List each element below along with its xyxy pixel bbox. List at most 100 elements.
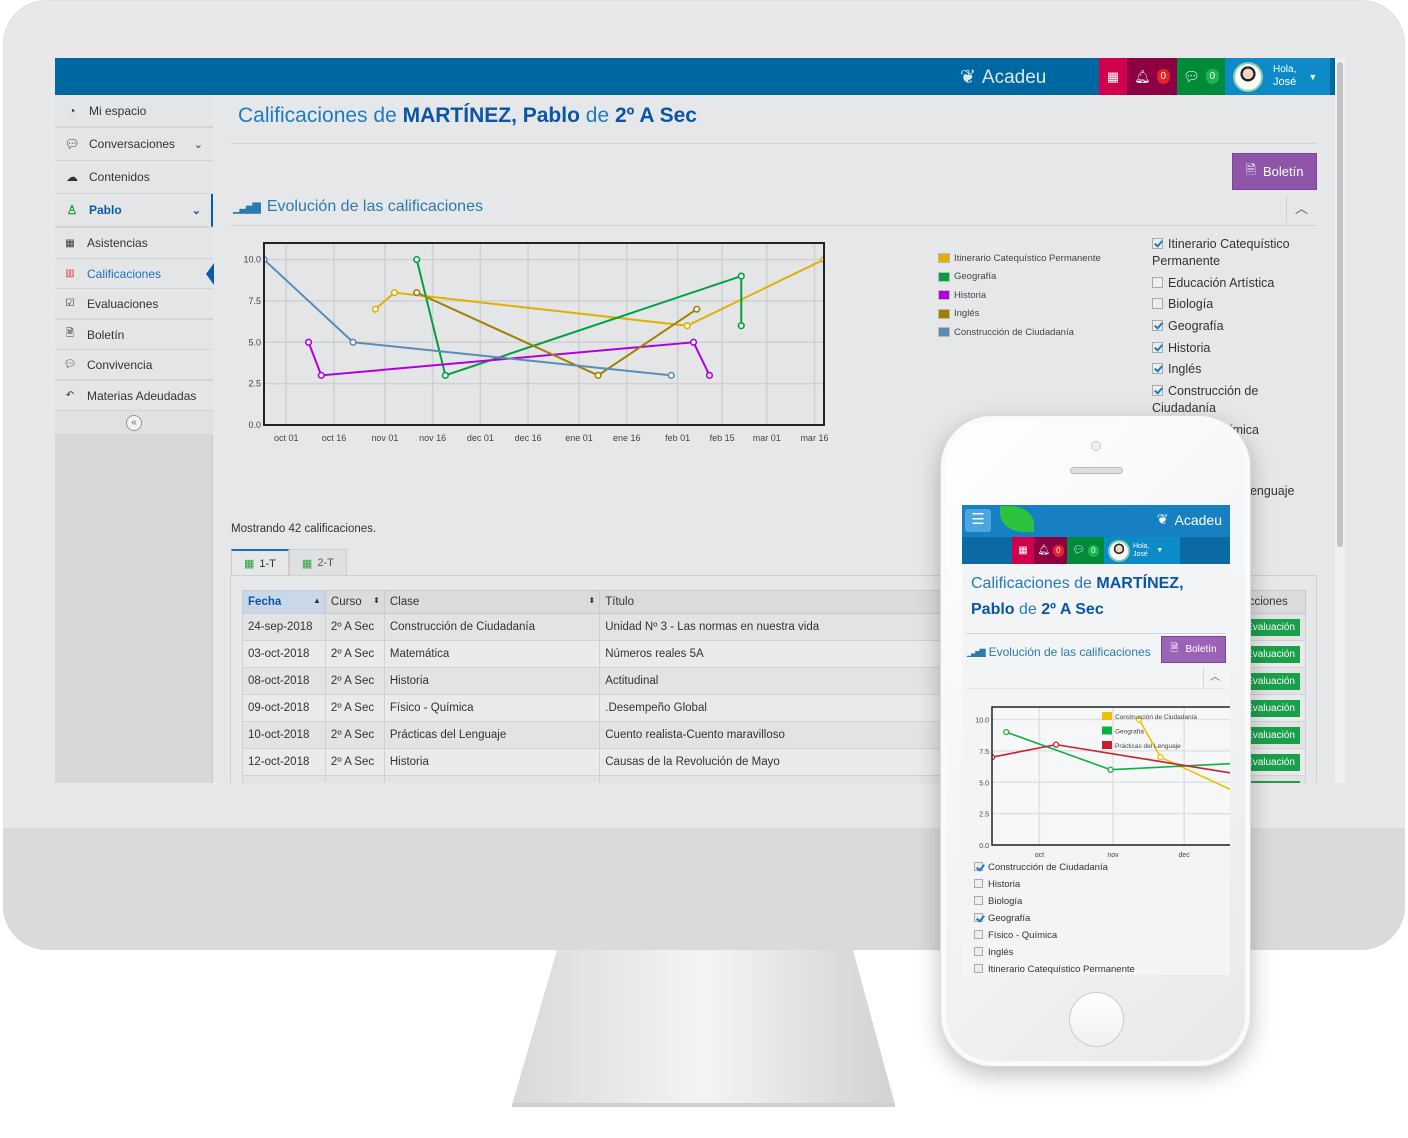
data-point[interactable] xyxy=(1052,741,1060,748)
filter-checkbox-item[interactable]: Biología xyxy=(974,893,1135,910)
user-menu[interactable]: Hola, José ▼ xyxy=(1225,58,1330,95)
sidebar-item-conversaciones[interactable]: 💬︎ Conversaciones ⌄ xyxy=(55,128,213,161)
calendar-button[interactable]: ▦ xyxy=(1099,58,1127,95)
filter-checkbox-item[interactable]: Historia xyxy=(1152,340,1322,357)
messages-badge: 0 xyxy=(1205,69,1219,84)
boletin-button[interactable]: 🗎︎ Boletín xyxy=(1232,153,1317,190)
evaluacion-button[interactable]: Evaluación xyxy=(1241,726,1300,744)
checkbox[interactable] xyxy=(974,913,983,922)
filter-checkbox-item[interactable]: Geografía xyxy=(1152,318,1322,335)
sidebar-item-materias-adeudadas[interactable]: ↶ Materias Adeudadas xyxy=(55,381,213,411)
data-point[interactable] xyxy=(737,322,745,330)
page-scrollbar[interactable] xyxy=(1335,58,1345,783)
boletin-button[interactable]: 🗎︎ Boletín xyxy=(1161,636,1226,663)
filter-checkbox-item[interactable]: Físico - Química xyxy=(974,927,1135,944)
messages-button[interactable]: 💬︎ 0 xyxy=(1067,537,1104,564)
column-header-2[interactable]: Clase ⬍ xyxy=(383,590,601,614)
data-point[interactable] xyxy=(737,272,745,280)
collapse-chevron-up-icon[interactable]: ︿ xyxy=(1295,201,1309,216)
filter-checkbox-item[interactable]: Inglés xyxy=(1152,361,1322,378)
evaluacion-button[interactable]: Evaluación xyxy=(1241,699,1300,717)
data-point[interactable] xyxy=(413,289,421,297)
sidebar-item-label: Materias Adeudadas xyxy=(87,388,197,403)
column-header-1[interactable]: Curso ⬍ xyxy=(324,590,385,614)
app-logo[interactable]: ❦ Acadeu xyxy=(960,66,1047,89)
page-title: Calificaciones de MARTÍNEZ, Pablo de 2º … xyxy=(971,575,1184,618)
evaluacion-button[interactable]: Evaluación xyxy=(1241,618,1300,636)
table-row[interactable]: Evaluación xyxy=(242,775,1306,783)
filter-checkbox-item[interactable]: Itinerario Catequístico Permanente xyxy=(1152,237,1290,268)
evaluacion-button[interactable]: Evaluación xyxy=(1241,753,1300,771)
evaluacion-button[interactable]: Evaluación xyxy=(1241,780,1300,783)
checkbox[interactable] xyxy=(1152,385,1163,397)
app-logo[interactable]: ❦ Acadeu xyxy=(1156,511,1222,528)
data-point[interactable] xyxy=(683,322,691,330)
checkbox[interactable] xyxy=(974,879,983,888)
filter-checkbox-item[interactable]: Biología xyxy=(1152,296,1322,313)
notifications-button[interactable]: 🔔︎ 0 xyxy=(1127,58,1177,95)
results-count: Mostrando 42 calificaciones. xyxy=(231,523,377,535)
checkbox[interactable] xyxy=(974,896,983,905)
messages-button[interactable]: 💬︎ 0 xyxy=(1177,58,1225,95)
evaluacion-button[interactable]: Evaluación xyxy=(1241,672,1300,690)
legend-item: Prácticas del Lenguaje xyxy=(1115,743,1181,750)
sidebar-item-contenidos[interactable]: ☁ Contenidos xyxy=(55,161,213,194)
checkbox[interactable] xyxy=(1152,298,1163,310)
checkbox[interactable] xyxy=(1152,363,1163,375)
sidebar-item-pablo[interactable]: ♙ Pablo ⌄ xyxy=(55,194,213,227)
data-point[interactable] xyxy=(317,371,325,379)
checkbox[interactable] xyxy=(974,862,983,871)
column-header-4[interactable]: Acciones xyxy=(1235,590,1306,614)
sidebar-item-mi-espacio[interactable]: ◔ Mi espacio xyxy=(55,95,213,127)
evaluacion-button[interactable]: Evaluación xyxy=(1241,645,1300,663)
checkbox[interactable] xyxy=(1152,276,1163,288)
data-point[interactable] xyxy=(693,305,701,313)
data-point[interactable] xyxy=(371,305,379,313)
filter-checkbox-item[interactable]: Construcción de Ciudadanía xyxy=(1152,384,1259,416)
checkbox[interactable] xyxy=(1152,341,1163,353)
tab-2-t[interactable]: ▦ 2-T xyxy=(288,549,347,576)
calendar-button[interactable]: ▦ xyxy=(1012,537,1034,564)
scrollbar-thumb[interactable] xyxy=(1337,62,1343,547)
notifications-button[interactable]: 🔔︎ 0 xyxy=(1034,537,1067,564)
checkbox[interactable] xyxy=(1152,320,1163,332)
checkbox[interactable] xyxy=(1152,238,1163,249)
user-menu[interactable]: Hola, José ▼ xyxy=(1104,537,1180,564)
filter-checkbox-item[interactable]: Historia xyxy=(974,876,1135,893)
collapse-chevron-up-icon[interactable]: ︿ xyxy=(1210,672,1220,683)
data-point[interactable] xyxy=(667,371,675,379)
data-point[interactable] xyxy=(413,255,421,264)
sidebar-item-convivencia[interactable]: 💬︎ Convivencia xyxy=(55,350,213,380)
column-header-0[interactable]: Fecha ▲ xyxy=(242,590,326,614)
sidebar-item-calificaciones[interactable]: ▥ Calificaciones xyxy=(55,259,214,289)
data-point[interactable] xyxy=(390,289,399,297)
sidebar-item-boletín[interactable]: 🗎︎ Boletín xyxy=(55,320,213,350)
data-point[interactable] xyxy=(1003,728,1010,736)
filter-checkbox-item[interactable]: Inglés xyxy=(974,944,1135,961)
checkbox[interactable] xyxy=(974,947,983,956)
tab-1-t[interactable]: ▦ 1-T xyxy=(231,549,289,576)
phone-home-button[interactable] xyxy=(1069,992,1124,1047)
data-point[interactable] xyxy=(441,371,449,379)
sidebar-item-asistencias[interactable]: ▦ Asistencias xyxy=(55,228,213,259)
checkbox[interactable] xyxy=(974,964,983,973)
checkbox[interactable] xyxy=(974,930,983,939)
hamburger-menu-icon[interactable]: ☰ xyxy=(965,509,991,532)
filter-checkbox-item[interactable]: Geografía xyxy=(974,910,1135,927)
data-point[interactable] xyxy=(1157,754,1164,761)
section-title: ▁▃▅▇ Evolución de las calificaciones xyxy=(967,645,1151,659)
data-point[interactable] xyxy=(304,338,313,346)
data-point[interactable] xyxy=(1135,716,1143,723)
data-point[interactable] xyxy=(689,338,698,346)
filter-checkbox-item[interactable]: Construcción de Ciudadanía xyxy=(974,859,1135,876)
sidebar-collapse-button[interactable]: « xyxy=(55,411,213,435)
y-tick-label: 7.5 xyxy=(248,296,261,306)
filter-checkbox-item[interactable]: Educación Artística xyxy=(1152,275,1322,292)
data-point[interactable] xyxy=(594,371,602,379)
sidebar-item-evaluaciones[interactable]: ☑ Evaluaciones xyxy=(55,289,213,319)
data-point[interactable] xyxy=(349,338,357,346)
data-point[interactable] xyxy=(1107,766,1114,773)
filter-checkbox-item[interactable]: Itinerario Catequístico Permanente xyxy=(974,961,1135,975)
cell: 08-oct-2018 xyxy=(242,667,326,695)
data-point[interactable] xyxy=(705,371,714,379)
